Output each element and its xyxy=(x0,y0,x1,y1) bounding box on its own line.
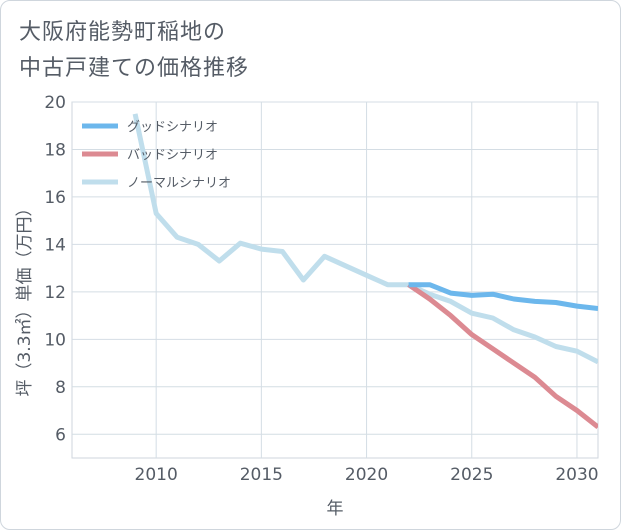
y-tick-label: 12 xyxy=(44,283,66,303)
x-tick-label: 2030 xyxy=(555,465,598,485)
legend-label-bad: バッドシナリオ xyxy=(127,148,218,163)
y-tick-label: 18 xyxy=(44,140,66,160)
y-tick-label: 6 xyxy=(55,425,66,445)
x-tick-label: 2015 xyxy=(240,465,283,485)
series-line-bad xyxy=(407,282,598,430)
chart-title: 大阪府能勢町稲地の 中古戸建ての価格推移 xyxy=(19,15,249,87)
legend-label-good: グッドシナリオ xyxy=(127,120,218,135)
title-line-2: 中古戸建ての価格推移 xyxy=(19,56,250,81)
y-tick-label: 16 xyxy=(44,188,66,208)
y-axis-label: 坪（3.3㎡）単価（万円） xyxy=(15,199,35,396)
y-tick-label: 10 xyxy=(44,330,66,350)
title-line-1: 大阪府能勢町稲地の xyxy=(19,20,227,45)
x-axis-label: 年 xyxy=(327,499,344,519)
y-tick-label: 8 xyxy=(55,378,66,398)
x-tick-label: 2010 xyxy=(135,465,178,485)
x-tick-label: 2020 xyxy=(345,465,388,485)
y-tick-label: 20 xyxy=(44,93,66,113)
y-tick-label: 14 xyxy=(44,235,66,255)
x-tick-label: 2025 xyxy=(450,465,493,485)
series-line-good xyxy=(408,282,598,311)
series-line-normal xyxy=(132,113,598,365)
legend-label-normal: ノーマルシナリオ xyxy=(127,176,231,191)
